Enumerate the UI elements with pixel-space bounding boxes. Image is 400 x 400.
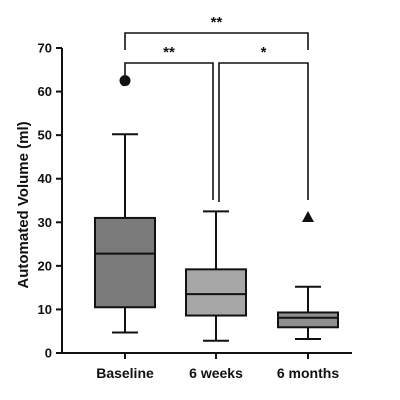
box-baseline: [94, 75, 156, 334]
outlier-point: [119, 75, 131, 87]
box-series: [94, 75, 339, 342]
bracket-line: [124, 32, 309, 50]
y-tick-label: 30: [38, 215, 52, 230]
significance-label: **: [163, 44, 175, 61]
significance-bracket: **: [124, 14, 309, 50]
significance-label: *: [261, 44, 267, 61]
significance-label: **: [211, 14, 223, 31]
box-iqr: [277, 311, 339, 329]
x-tick-label: 6 weeks: [189, 365, 243, 381]
y-tick-label: 10: [38, 302, 52, 317]
y-tick-label: 0: [45, 346, 52, 361]
x-tick-label: 6 months: [277, 365, 339, 381]
significance-bracket: *: [218, 44, 309, 202]
significance-brackets: **** *: [124, 14, 309, 202]
y-tick-label: 70: [38, 41, 52, 56]
x-tick-label: Baseline: [96, 365, 154, 381]
box-iqr: [185, 268, 247, 317]
y-tick-label: 20: [38, 258, 52, 273]
y-axis: 0 10 20 30 40 50 60 70: [38, 41, 63, 361]
box-6-weeks: [185, 210, 247, 342]
box-6-months: [277, 211, 339, 341]
y-tick-label: 60: [38, 84, 52, 99]
y-tick-label: 50: [38, 128, 52, 143]
outlier-point: [302, 211, 314, 223]
bracket-line: [218, 62, 309, 202]
y-tick-label: 40: [38, 171, 52, 186]
box-iqr: [94, 216, 156, 309]
x-axis: Baseline 6 weeks 6 months: [62, 352, 352, 381]
significance-bracket: **: [124, 44, 214, 200]
y-axis-title: Automated Volume (ml): [15, 121, 32, 288]
bracket-line: [124, 62, 214, 200]
